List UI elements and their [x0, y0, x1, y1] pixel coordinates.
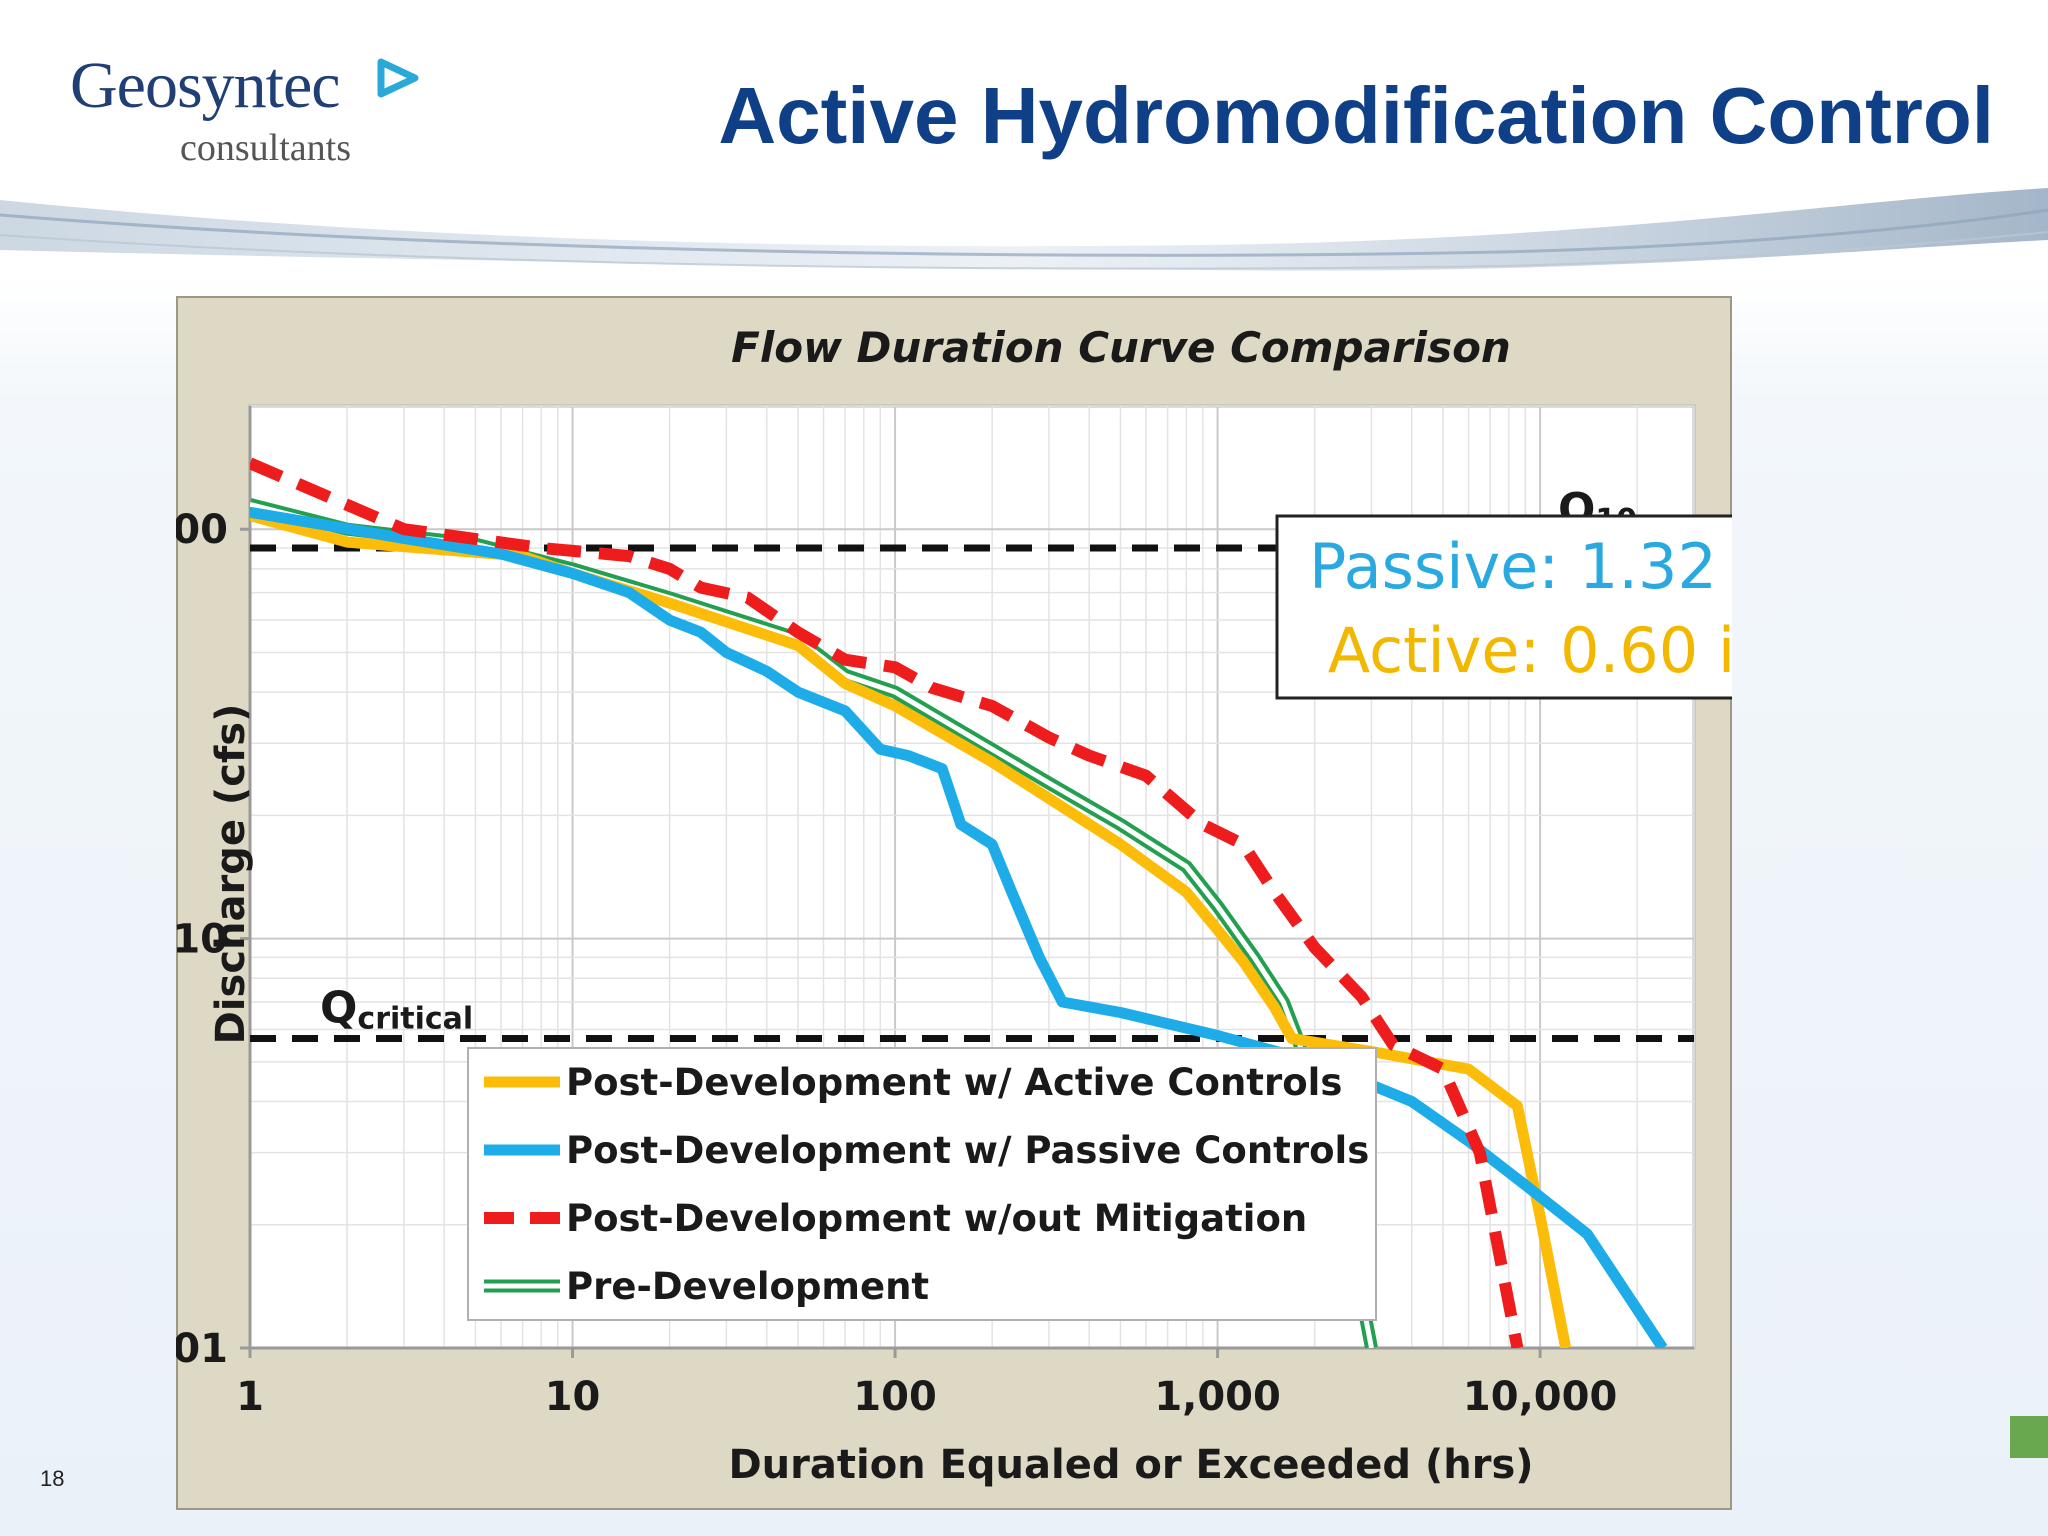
y-tick-label: 0.01 [176, 1326, 228, 1372]
logo-wordmark: Geosyntec [70, 49, 341, 122]
company-logo: Geosyntec consultants [70, 48, 430, 178]
chart-title: Flow Duration Curve Comparison [731, 323, 1511, 372]
legend-frame [467, 1047, 1377, 1321]
series-line-post-development-w-passive-controls [250, 506, 1668, 1348]
decorative-corner [2010, 1416, 2048, 1458]
logo-subtitle: consultants [180, 127, 351, 169]
legend: Post-Development w/ Active Controls Post-… [467, 1047, 1377, 1321]
reference-label-sub: critical [357, 1002, 473, 1037]
annotation-box: Passive: 1.32 inches Active: 0.60 inches [1275, 514, 1732, 700]
active-depth-label: Active: 0.60 inches [1328, 614, 1732, 687]
decorative-swoosh [0, 188, 2048, 271]
slide-title: Active Hydromodification Control [718, 71, 1994, 160]
legend-label: Post-Development w/ Active Controls [566, 1061, 1342, 1104]
logo-triangle-icon [377, 58, 419, 98]
passive-depth-label: Passive: 1.32 inches [1309, 530, 1732, 603]
legend-label: Post-Development w/ Passive Controls [566, 1129, 1369, 1172]
y-tick-label: 0.10 [176, 917, 228, 963]
x-axis-label: Duration Equaled or Exceeded (hrs) [728, 1442, 1533, 1488]
y-axis-label: Discharge (cfs) [208, 704, 254, 1045]
x-tick-label: 10,000 [1463, 1374, 1617, 1420]
x-tick-label: 100 [853, 1374, 937, 1420]
reference-label-main: Q [320, 983, 357, 1034]
series-group [250, 457, 1668, 1348]
reference-label-qcritical: Qcritical [320, 983, 473, 1037]
page-number: 18 [40, 1466, 65, 1491]
x-tick-label: 1,000 [1154, 1374, 1281, 1420]
series-clip-group [250, 457, 1668, 1348]
x-tick-label: 10 [545, 1374, 601, 1420]
x-tick-label: 1 [236, 1374, 264, 1420]
flow-duration-chart: Flow Duration Curve Comparison 1 10 100 1,0… [176, 323, 1732, 1488]
series-line-post-development-w-out-mitigation [250, 457, 1524, 1348]
legend-label: Post-Development w/out Mitigation [566, 1197, 1307, 1240]
axes: 1 10 100 1,000 10,000 1.00 0.10 0.01 [176, 406, 1694, 1420]
y-tick-label: 1.00 [176, 507, 228, 553]
legend-label: Pre-Development [566, 1265, 929, 1308]
annotation-frame [1275, 514, 1732, 700]
